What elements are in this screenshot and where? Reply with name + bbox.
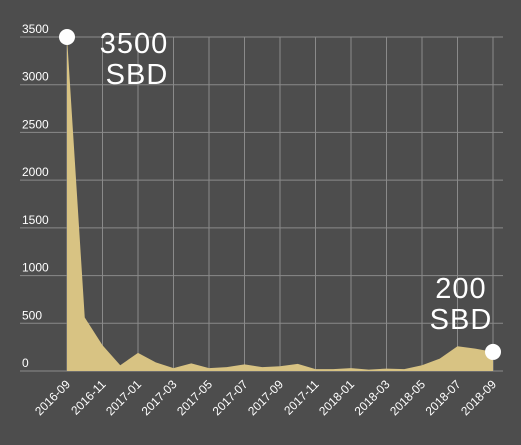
y-tick-label: 0 (22, 356, 29, 370)
annotation-end-unit: SBD (430, 304, 493, 336)
annotation-end-value: 200 (435, 273, 486, 305)
y-tick-label: 3500 (22, 22, 49, 36)
marker-end (485, 343, 501, 360)
y-tick-label: 2500 (22, 117, 49, 131)
y-tick-label: 1000 (22, 261, 49, 275)
y-tick-label: 2000 (22, 165, 49, 179)
markers (59, 29, 501, 360)
y-axis-ticks: 0 500 1000 1500 2000 2500 3000 3500 (22, 22, 49, 370)
annotation-start-unit: SBD (106, 59, 169, 91)
annotation-start-value: 3500 (100, 28, 169, 60)
y-tick-label: 3000 (22, 70, 49, 84)
y-tick-label: 500 (22, 308, 42, 322)
marker-start (59, 29, 75, 45)
y-tick-label: 1500 (22, 213, 49, 227)
